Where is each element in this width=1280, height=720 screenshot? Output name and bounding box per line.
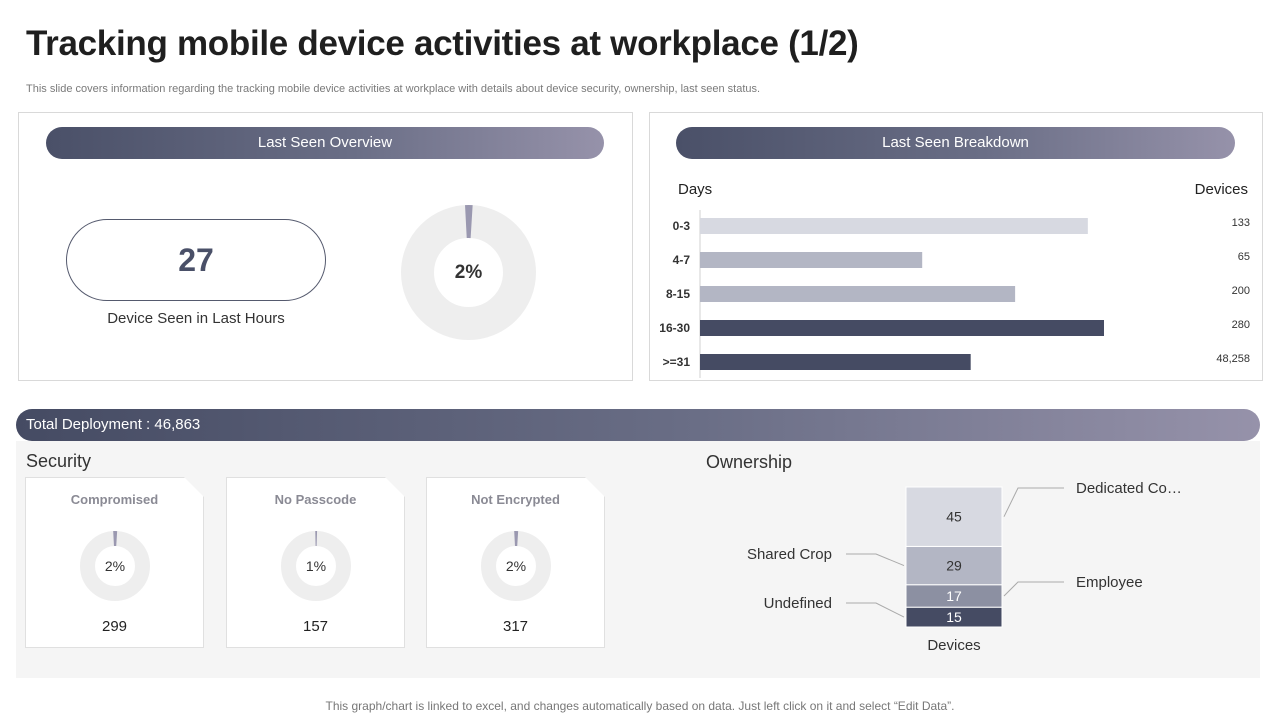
leader-line: [846, 553, 905, 567]
donut-value-arc: [489, 539, 544, 594]
page-title: Tracking mobile device activities at wor…: [26, 24, 859, 63]
donut-value-arc: [401, 205, 536, 340]
leader-line: [846, 602, 905, 618]
last-seen-donut[interactable]: [401, 205, 536, 340]
series-label: Shared Crop: [747, 546, 832, 563]
bar-value-label: 65: [1238, 251, 1250, 263]
last-seen-breakdown-header: Last Seen Breakdown: [676, 127, 1235, 159]
compromised-donut: [79, 530, 151, 602]
days-column-label: Days: [678, 181, 713, 198]
bar-value-label: 133: [1232, 217, 1250, 229]
card-percent: 2%: [104, 558, 126, 574]
ownership-axis-label: Devices: [927, 637, 980, 654]
footer-note: This graph/chart is linked to excel, and…: [325, 699, 955, 713]
bar-value-label: 48,258: [1216, 353, 1250, 365]
leader-line: [1003, 487, 1064, 517]
series-label: Undefined: [764, 595, 832, 612]
bar-category-label: >=31: [663, 355, 691, 369]
last-seen-bar-chart[interactable]: 0-3 133 4-7 65 8-15 200 16-30 280 >=31 48,258: [650, 113, 1264, 382]
stack-value-label: 29: [946, 558, 962, 574]
card-value: 299: [101, 618, 128, 635]
card-value: 317: [502, 618, 529, 635]
bar-16-30: [700, 320, 1104, 336]
last-seen-overview-header: Last Seen Overview: [46, 127, 604, 159]
last-seen-overview-panel: Last Seen Overview 27 Device Seen in Las…: [18, 112, 633, 381]
bottom-section: Security Compromised 2% 299 No Passcode …: [16, 441, 1260, 678]
card-title: Compromised: [70, 492, 159, 507]
card-percent: 1%: [305, 558, 327, 574]
card-title: No Passcode: [274, 492, 357, 507]
bar->=31: [700, 354, 971, 370]
security-label: Security: [26, 451, 92, 471]
page-subtitle: This slide covers information regarding …: [26, 83, 761, 95]
series-label: Dedicated Co…: [1076, 480, 1182, 497]
bar-value-label: 280: [1232, 319, 1250, 331]
stack-value-label: 45: [946, 509, 962, 525]
card-percent: 2%: [505, 558, 527, 574]
kpi-devices-seen-caption: Device Seen in Last Hours: [107, 310, 285, 327]
stack-value-label: 17: [946, 588, 962, 604]
bar-category-label: 8-15: [666, 287, 690, 301]
bar-category-label: 4-7: [673, 253, 691, 267]
stack-value-label: 15: [946, 609, 962, 625]
ownership-stacked-chart[interactable]: 15 17 29 45 Devices Undefined Shared Crop Emplo…: [716, 441, 1260, 678]
security-card-not-encrypted[interactable]: Not Encrypted 2% 317: [426, 477, 605, 648]
not-encrypted-donut: [480, 530, 552, 602]
last-seen-breakdown-panel: Last Seen Breakdown Days Devices 0-3 133 4…: [649, 112, 1263, 381]
bar-category-label: 0-3: [673, 219, 691, 233]
ownership-label: Ownership: [706, 452, 793, 472]
donut-value-arc: [88, 539, 143, 594]
last-seen-donut-label: 2%: [454, 262, 483, 283]
leader-line: [1003, 581, 1064, 597]
stack-segment-dedicated-co-: [905, 486, 1003, 547]
bar-4-7: [700, 252, 923, 268]
card-value: 157: [302, 618, 329, 635]
security-card-compromised[interactable]: Compromised 2% 299: [25, 477, 204, 648]
bar-8-15: [700, 286, 1016, 302]
bar-0-3: [700, 218, 1088, 234]
card-title: Not Encrypted: [471, 492, 560, 507]
kpi-devices-seen-value: 27: [66, 219, 326, 301]
bar-category-label: 16-30: [659, 321, 690, 335]
series-label: Employee: [1076, 574, 1143, 591]
no-passcode-donut: [280, 530, 352, 602]
donut-value-arc: [289, 539, 344, 594]
total-deployment-bar: Total Deployment : 46,863: [16, 409, 1260, 441]
bar-value-label: 200: [1232, 285, 1250, 297]
devices-column-label: Devices: [1194, 181, 1248, 198]
security-card-no-passcode[interactable]: No Passcode 1% 157: [226, 477, 405, 648]
stack-segment-shared-crop: [905, 545, 1003, 586]
